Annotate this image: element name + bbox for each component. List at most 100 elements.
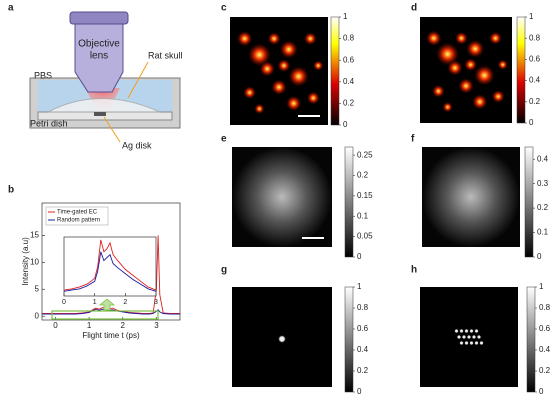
hotspot	[435, 42, 460, 66]
colorbar-tick-label: 0	[357, 387, 362, 396]
colorbar	[516, 16, 526, 124]
label: Ag disk	[122, 140, 152, 150]
panel-label: a	[8, 3, 14, 14]
label: Petri dish	[30, 118, 68, 128]
colorbar-tick-label: 0	[343, 120, 348, 129]
image	[422, 147, 520, 247]
colorbar-tick-label: 0.25	[357, 150, 373, 159]
colorbar	[330, 16, 340, 126]
x-tick-label: 3	[154, 299, 158, 306]
hotspot	[247, 43, 272, 67]
colorbar-tick-label: 0	[357, 252, 362, 261]
focus-spot	[476, 334, 482, 340]
hotspot	[285, 95, 302, 112]
colorbar-tick-label: 0	[537, 252, 542, 261]
hotspot	[288, 66, 309, 87]
legend-label: Random pattern	[57, 218, 100, 224]
colorbar-tick-label: 0.6	[529, 55, 541, 64]
pointer	[127, 61, 149, 99]
series-line	[63, 239, 157, 291]
lens-top	[69, 11, 129, 25]
colorbar-tick-label: 0.2	[537, 203, 549, 212]
highlight-box	[51, 310, 159, 320]
hotspot	[491, 90, 505, 103]
y-tick-label: 15	[30, 230, 39, 239]
hotspot	[458, 78, 474, 94]
panel-label: e	[221, 134, 227, 145]
focus-spot	[459, 328, 464, 334]
hotspot	[497, 59, 508, 70]
colorbar-tick-label: 0.6	[357, 324, 369, 333]
panel-label: h	[411, 265, 417, 276]
colorbar-tick-label: 0.2	[343, 99, 355, 108]
focus-spot	[464, 340, 469, 346]
hotspot	[313, 60, 324, 71]
x-tick-label: 1	[87, 321, 92, 330]
colorbar-tick-label: 0.2	[539, 366, 551, 375]
ag-disk	[94, 112, 106, 116]
focus-spot	[466, 334, 472, 340]
x-tick-label: 2	[123, 299, 127, 306]
colorbar-tick-label: 0.8	[529, 33, 541, 42]
x-axis-label: Flight time t (ps)	[82, 331, 140, 340]
colorbar-tick-label: 0.2	[357, 366, 369, 375]
panel-label: d	[411, 3, 417, 14]
y-tick-label: 10	[30, 257, 39, 266]
colorbar-tick-label: 1	[343, 12, 348, 21]
colorbar-tick-label: 0.2	[529, 97, 541, 106]
colorbar-tick-label: 1	[539, 282, 544, 291]
hotspot	[236, 30, 253, 47]
colorbar-tick-label: 1	[357, 282, 362, 291]
colorbar	[524, 146, 534, 258]
focus-spot	[454, 328, 459, 334]
focus-spot	[471, 334, 477, 340]
image	[232, 147, 332, 247]
x-tick-label: 3	[154, 321, 159, 330]
hotspot	[243, 86, 257, 100]
colorbar	[526, 286, 536, 393]
focus-spot	[474, 340, 479, 346]
hotspot	[254, 103, 265, 115]
colorbar-tick-label: 0.1	[357, 211, 369, 220]
colorbar-tick-label: 0.8	[539, 303, 551, 312]
focus-spot	[474, 328, 479, 334]
hotspot	[303, 32, 317, 46]
hotspot	[447, 60, 463, 76]
panel-label: f	[411, 134, 415, 145]
colorbar-tick-label: 0.4	[343, 77, 355, 86]
hotspot	[454, 31, 468, 45]
x-tick-label: 1	[93, 299, 97, 306]
focus-spot	[456, 334, 462, 340]
colorbar-tick-label: 0.4	[539, 345, 551, 354]
colorbar-tick-label: 0.3	[537, 179, 549, 188]
colorbar-tick-label: 0.4	[529, 76, 541, 85]
skull	[47, 98, 161, 113]
hotspot	[267, 32, 281, 46]
colorbar-tick-label: 0.8	[357, 303, 369, 312]
x-tick-label: 0	[62, 299, 66, 306]
panel-label: g	[221, 265, 227, 276]
colorbar-tick-label: 0.8	[343, 34, 355, 43]
focus-spot	[479, 340, 484, 346]
pointer	[103, 116, 121, 143]
hotspot	[279, 40, 298, 59]
panel-label: b	[8, 185, 14, 196]
colorbar-tick-label: 0.6	[343, 55, 355, 64]
hotspot	[464, 58, 478, 72]
panel-label: c	[221, 3, 227, 14]
colorbar-tick-label: 0.1	[537, 228, 549, 237]
colorbar-tick-label: 0.6	[539, 324, 551, 333]
legend-label: Time-gated EC	[57, 210, 98, 216]
colorbar	[344, 146, 354, 258]
hotspot	[277, 59, 291, 73]
y-axis-label: Intensity (a.u)	[21, 237, 30, 286]
x-tick-label: 2	[121, 321, 126, 330]
colorbar-tick-label: 0.4	[357, 345, 369, 354]
colorbar-tick-label: 0.4	[537, 154, 549, 163]
hotspot	[426, 30, 442, 46]
focus-spot	[469, 328, 474, 334]
arrow	[98, 298, 116, 311]
hotspot	[488, 31, 502, 45]
y-tick-label: 5	[35, 284, 40, 293]
